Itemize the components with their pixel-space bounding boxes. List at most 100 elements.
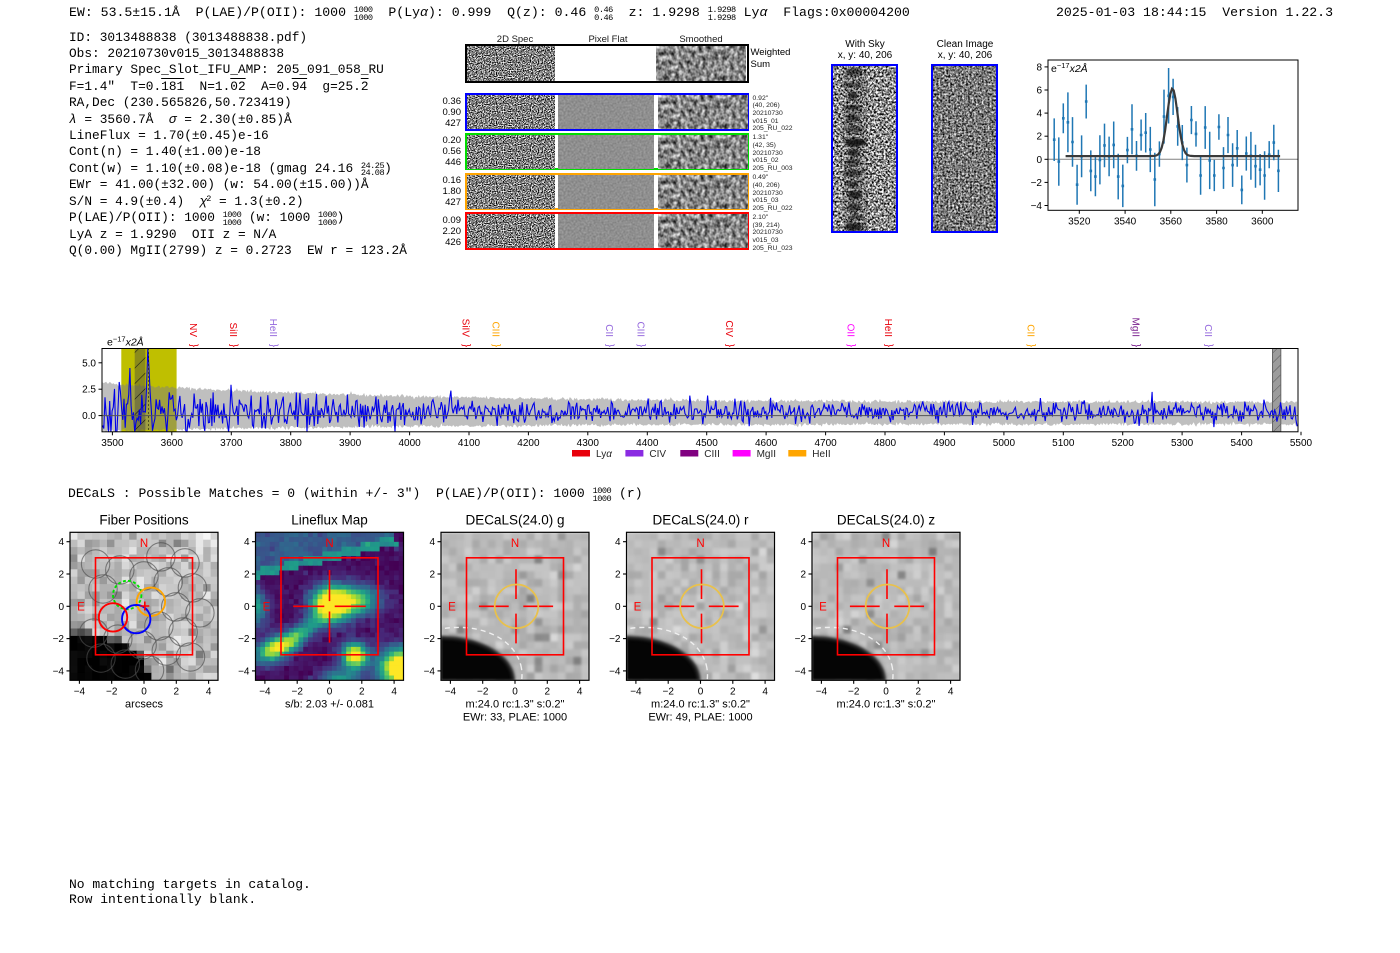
svg-text:4500: 4500 — [696, 438, 719, 449]
svg-text:4200: 4200 — [517, 438, 540, 449]
svg-text:4: 4 — [577, 686, 583, 697]
svg-text:}: } — [1131, 344, 1142, 348]
svg-text:}: } — [1026, 344, 1037, 348]
svg-text:3600: 3600 — [161, 438, 184, 449]
svg-text:HeII: HeII — [267, 319, 278, 337]
svg-text:HeII: HeII — [812, 449, 830, 460]
svg-text:4700: 4700 — [814, 438, 837, 449]
svg-text:5300: 5300 — [1171, 438, 1194, 449]
svg-text:4300: 4300 — [577, 438, 600, 449]
svg-text:3900: 3900 — [339, 438, 362, 449]
svg-text:0: 0 — [698, 686, 704, 697]
svg-text:}: } — [883, 344, 894, 348]
svg-text:}: } — [1203, 344, 1214, 348]
svg-text:2: 2 — [615, 570, 621, 581]
svg-text:4: 4 — [58, 537, 64, 548]
svg-text:2.5: 2.5 — [82, 385, 96, 396]
svg-text:E: E — [634, 601, 642, 613]
svg-text:2: 2 — [800, 570, 806, 581]
svg-text:−2: −2 — [53, 634, 65, 645]
svg-text:0: 0 — [1036, 155, 1042, 166]
svg-text:5.0: 5.0 — [82, 358, 96, 369]
svg-text:DECaLS(24.0) r: DECaLS(24.0) r — [652, 512, 749, 527]
svg-text:−2: −2 — [238, 634, 250, 645]
svg-text:e−17x2Å: e−17x2Å — [1051, 61, 1088, 75]
svg-text:−2: −2 — [662, 686, 674, 697]
svg-text:}: } — [460, 344, 471, 348]
svg-text:−4: −4 — [795, 666, 807, 677]
svg-text:CII: CII — [603, 324, 614, 337]
svg-text:−2: −2 — [795, 634, 807, 645]
svg-text:−2: −2 — [1031, 178, 1043, 189]
svg-text:−4: −4 — [259, 686, 271, 697]
svg-text:SiII: SiII — [227, 323, 238, 337]
svg-text:E: E — [448, 601, 456, 613]
svg-text:−2: −2 — [106, 686, 118, 697]
svg-text:3520: 3520 — [1068, 216, 1091, 227]
svg-text:2: 2 — [429, 570, 435, 581]
svg-text:CII: CII — [1025, 324, 1036, 337]
svg-text:}: } — [636, 344, 647, 348]
svg-text:4800: 4800 — [874, 438, 897, 449]
svg-text:0: 0 — [429, 602, 435, 613]
svg-text:}: } — [604, 344, 615, 348]
svg-text:4100: 4100 — [458, 438, 481, 449]
svg-text:s/b: 2.03 +/- 0.081: s/b: 2.03 +/- 0.081 — [285, 698, 374, 710]
svg-text:−4: −4 — [1031, 201, 1043, 212]
svg-text:CIII: CIII — [490, 321, 501, 337]
svg-text:0: 0 — [512, 686, 518, 697]
svg-text:6: 6 — [1036, 86, 1042, 97]
svg-text:5500: 5500 — [1290, 438, 1313, 449]
svg-text:m:24.0 rc:1.3" s:0.2": m:24.0 rc:1.3" s:0.2" — [651, 698, 750, 710]
svg-text:0: 0 — [58, 602, 64, 613]
svg-text:}: } — [845, 344, 856, 348]
svg-text:CIII: CIII — [704, 449, 720, 460]
svg-text:0: 0 — [141, 686, 147, 697]
svg-text:2: 2 — [730, 686, 736, 697]
svg-text:m:24.0 rc:1.3" s:0.2": m:24.0 rc:1.3" s:0.2" — [837, 698, 936, 710]
svg-text:CIII: CIII — [635, 321, 646, 337]
svg-text:4: 4 — [391, 686, 397, 697]
svg-text:E: E — [819, 601, 827, 613]
svg-text:}: } — [724, 344, 735, 348]
svg-text:4: 4 — [948, 686, 954, 697]
svg-text:−4: −4 — [630, 686, 642, 697]
svg-text:3540: 3540 — [1114, 216, 1137, 227]
svg-text:4: 4 — [244, 537, 250, 548]
svg-text:4400: 4400 — [636, 438, 659, 449]
svg-text:HeII: HeII — [882, 319, 893, 337]
svg-text:3600: 3600 — [1251, 216, 1274, 227]
svg-text:4900: 4900 — [933, 438, 956, 449]
svg-text:N: N — [511, 538, 519, 550]
svg-text:4600: 4600 — [755, 438, 778, 449]
svg-text:−2: −2 — [477, 686, 489, 697]
svg-text:}: } — [188, 344, 199, 348]
svg-text:0: 0 — [883, 686, 889, 697]
svg-text:CIV: CIV — [649, 449, 666, 460]
svg-text:E: E — [263, 601, 271, 613]
svg-text:5400: 5400 — [1230, 438, 1253, 449]
svg-text:−4: −4 — [74, 686, 86, 697]
svg-text:0.0: 0.0 — [82, 411, 96, 422]
svg-text:2: 2 — [58, 570, 64, 581]
svg-text:5100: 5100 — [1052, 438, 1075, 449]
svg-text:2: 2 — [1036, 132, 1042, 143]
svg-text:−4: −4 — [445, 686, 457, 697]
svg-text:5000: 5000 — [993, 438, 1016, 449]
svg-text:3580: 3580 — [1205, 216, 1228, 227]
svg-text:EWr: 49, PLAE: 1000: EWr: 49, PLAE: 1000 — [648, 711, 752, 723]
svg-text:E: E — [77, 601, 85, 613]
svg-text:N: N — [140, 538, 148, 550]
svg-text:N: N — [882, 538, 890, 550]
svg-text:arcsecs: arcsecs — [125, 698, 163, 710]
svg-text:NV: NV — [187, 323, 198, 337]
svg-text:3800: 3800 — [280, 438, 303, 449]
svg-text:−4: −4 — [816, 686, 828, 697]
svg-text:0: 0 — [327, 686, 333, 697]
svg-text:2: 2 — [916, 686, 922, 697]
svg-text:4: 4 — [615, 537, 621, 548]
svg-text:Fiber Positions: Fiber Positions — [99, 512, 189, 527]
svg-text:4000: 4000 — [398, 438, 421, 449]
svg-text:}: } — [491, 344, 502, 348]
svg-text:2: 2 — [244, 570, 250, 581]
